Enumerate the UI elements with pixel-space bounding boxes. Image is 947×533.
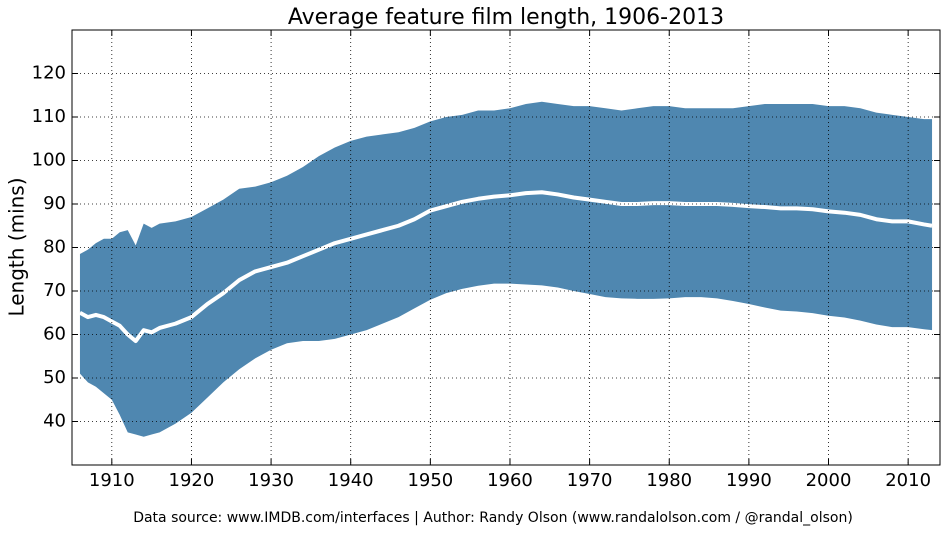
mean-line — [79, 190, 933, 344]
y-tick-label: 80 — [43, 237, 66, 258]
y-tick-label: 110 — [32, 106, 66, 127]
x-tick-label: 1970 — [567, 470, 613, 491]
x-tick-label: 1910 — [89, 470, 135, 491]
y-tick-label: 70 — [43, 280, 66, 301]
x-tick-label: 1930 — [248, 470, 294, 491]
y-tick-label: 120 — [32, 63, 66, 84]
x-tick-label: 1980 — [646, 470, 692, 491]
y-axis-label: Length (mins) — [5, 177, 29, 316]
source-note: Data source: www.IMDB.com/interfaces | A… — [133, 510, 853, 526]
x-tick-label: 2010 — [885, 470, 931, 491]
y-tick-label: 40 — [43, 411, 66, 432]
x-tick-label: 1990 — [726, 470, 772, 491]
y-tick-label: 100 — [32, 150, 66, 171]
band-area — [79, 101, 933, 437]
x-tick-label: 1920 — [169, 470, 215, 491]
chart-title: Average feature film length, 1906-2013 — [288, 5, 724, 30]
x-tick-label: 2000 — [806, 470, 852, 491]
y-tick-label: 90 — [43, 193, 66, 214]
y-tick-label: 60 — [43, 324, 66, 345]
x-tick-label: 1940 — [328, 470, 374, 491]
x-tick-label: 1950 — [407, 470, 453, 491]
y-tick-label: 50 — [43, 367, 66, 388]
plot-frame — [71, 29, 941, 466]
x-tick-label: 1960 — [487, 470, 533, 491]
